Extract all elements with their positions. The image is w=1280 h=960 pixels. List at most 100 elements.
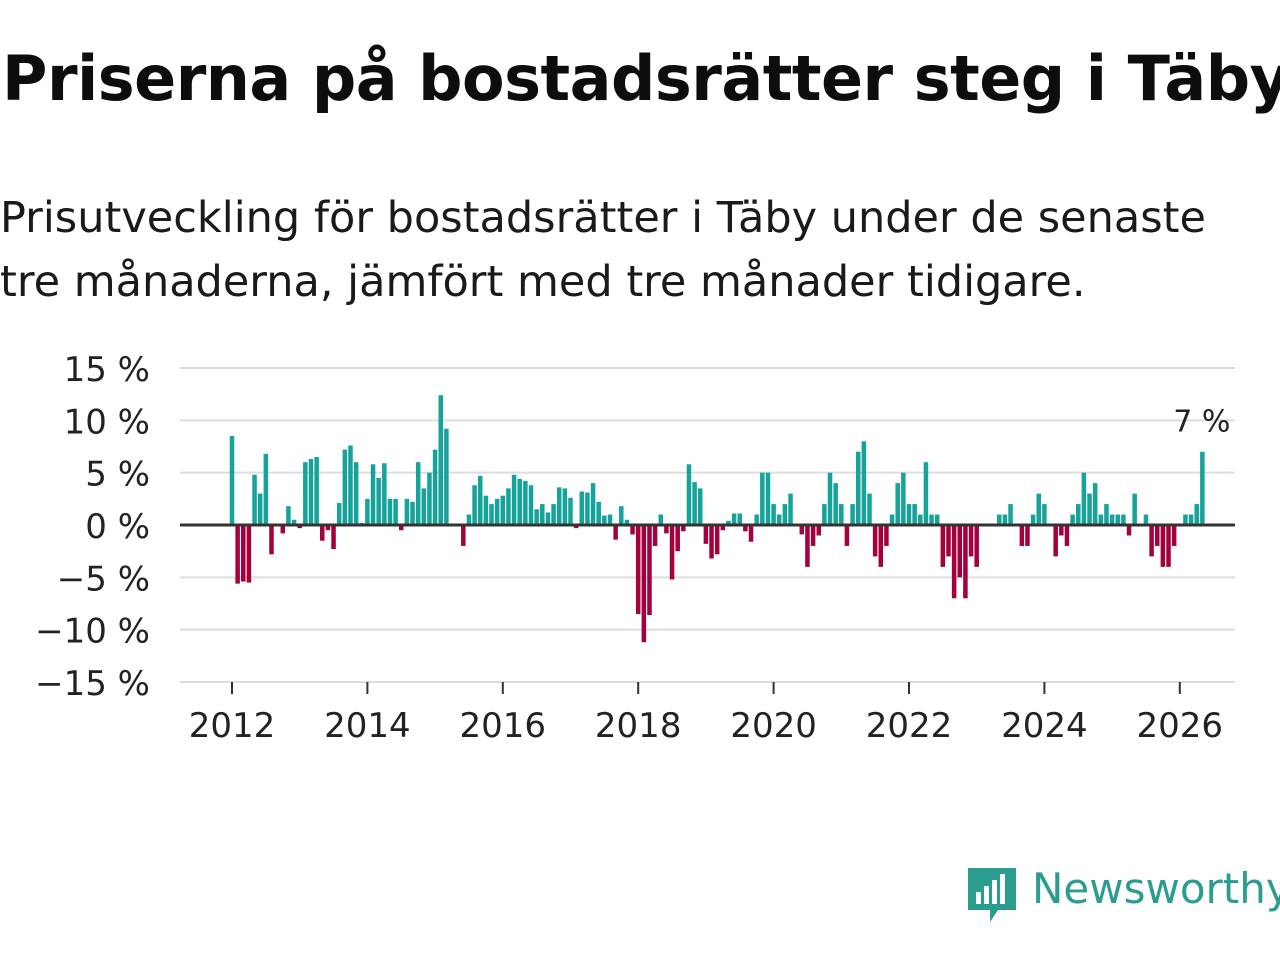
bar: [997, 514, 1002, 525]
y-tick-label: −15 %: [35, 664, 150, 704]
bar: [562, 488, 568, 525]
bar: [788, 493, 793, 525]
bar: [320, 525, 325, 541]
bar: [1132, 493, 1137, 525]
bar: [1059, 525, 1064, 536]
bar: [1160, 525, 1166, 567]
x-axis-ticks: 2012 2014 2016 2018 2020 2022 2024 2026: [180, 681, 1235, 746]
bar: [1109, 514, 1115, 525]
bar: [404, 498, 410, 525]
bar: [895, 483, 900, 525]
bar: [675, 525, 680, 552]
bar: [630, 525, 635, 535]
bar: [1092, 483, 1098, 525]
bar: [444, 428, 449, 525]
bar: [303, 462, 308, 525]
bar: [861, 441, 867, 525]
bar: [568, 497, 573, 525]
bar: [511, 474, 517, 525]
bar: [647, 525, 652, 616]
bar: [635, 525, 641, 614]
bar: [573, 525, 579, 529]
y-tick-label: 15 %: [64, 350, 150, 390]
bar: [901, 472, 906, 525]
bar: [297, 525, 302, 529]
bar: [365, 498, 370, 525]
bar: [799, 525, 805, 535]
bar: [776, 514, 782, 525]
bar: [500, 495, 506, 525]
bar: [850, 504, 855, 525]
bar: [940, 525, 946, 567]
chart-title: Priserna på bostadsrätter steg i Täby: [2, 42, 1280, 115]
bar: [743, 525, 748, 532]
bar: [692, 482, 697, 525]
bar: [325, 525, 331, 531]
bar: [703, 525, 709, 544]
bar: [1025, 525, 1030, 546]
x-tick-label: 2022: [866, 706, 953, 746]
bar: [619, 506, 624, 525]
x-tick-label: 2018: [595, 706, 682, 746]
bar: [1115, 514, 1120, 525]
x-tick-label: 2012: [189, 706, 276, 746]
bar: [438, 395, 443, 525]
bar: [393, 498, 398, 525]
bar: [483, 495, 489, 525]
bar: [523, 481, 528, 525]
y-tick-label: 10 %: [64, 402, 150, 442]
bar: [252, 474, 257, 525]
bar: [918, 514, 923, 525]
bar: [951, 525, 957, 599]
y-tick-label: 5 %: [85, 455, 150, 495]
bar: [1154, 525, 1160, 546]
bar: [827, 472, 833, 525]
bar: [686, 464, 692, 525]
x-tick-label: 2016: [460, 706, 547, 746]
bar: [867, 493, 872, 525]
annotations: 7 %: [1173, 405, 1230, 440]
bar: [280, 525, 286, 534]
bar-chart: 15 %10 %5 %0 %−5 %−10 %−15 % 2012 2014 201…: [35, 350, 1235, 746]
bar: [720, 525, 726, 531]
y-axis-tick-labels: 15 % 10 % 5 % 0 % −5 % −10 % −15 %: [35, 350, 150, 704]
x-tick-label: 2020: [730, 706, 817, 746]
bar: [698, 488, 703, 525]
newsworthy-logo-icon: [968, 868, 1016, 922]
bar: [760, 472, 765, 525]
bar: [889, 514, 895, 525]
bar: [336, 503, 342, 525]
bars: [229, 395, 1205, 643]
bar: [1171, 525, 1177, 546]
bar: [382, 463, 387, 525]
bar: [1166, 525, 1171, 567]
bar: [545, 512, 551, 525]
bar: [872, 525, 878, 557]
bar: [229, 436, 235, 525]
bar: [472, 485, 477, 525]
bar: [765, 472, 771, 525]
bar: [968, 525, 974, 557]
bar: [517, 478, 522, 525]
y-tick-label: −10 %: [35, 612, 150, 652]
bar: [477, 475, 483, 525]
bar: [590, 483, 596, 525]
bar: [1104, 504, 1109, 525]
bar: [1030, 514, 1036, 525]
bar: [551, 504, 556, 525]
bar: [269, 525, 274, 555]
bar: [342, 449, 348, 525]
data-label: 7 %: [1173, 405, 1230, 440]
bar: [748, 525, 754, 542]
bar: [1075, 504, 1081, 525]
bar: [286, 506, 291, 525]
bar: [1036, 493, 1042, 525]
bar: [585, 492, 590, 525]
bar: [528, 485, 534, 525]
bar: [308, 459, 314, 525]
bar: [855, 451, 861, 525]
bar: [1081, 472, 1087, 525]
bar: [822, 504, 827, 525]
bar: [731, 513, 737, 525]
bar: [934, 514, 940, 525]
